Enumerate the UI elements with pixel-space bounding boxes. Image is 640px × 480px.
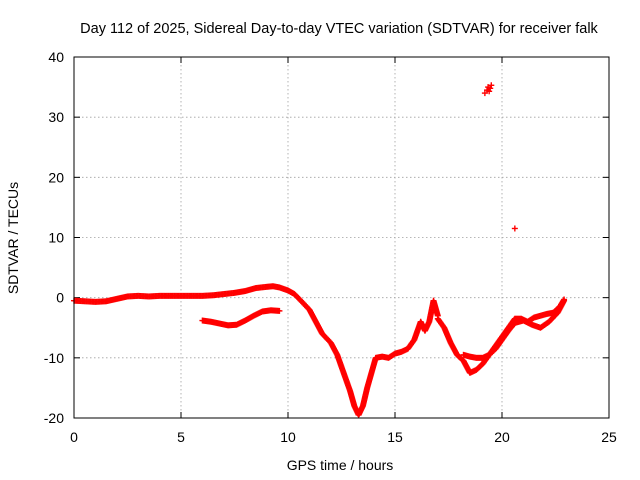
data-point — [488, 82, 495, 89]
y-tick-label: 0 — [56, 290, 64, 306]
axis-ticks: 0 5 10 15 20 25 -20 -10 0 10 20 30 40 — [44, 49, 617, 445]
y-tick-label: 30 — [48, 109, 64, 125]
data-point — [486, 88, 493, 95]
y-tick-label: -20 — [44, 410, 64, 426]
y-axis-label: SDTVAR / TECUs — [5, 182, 21, 294]
data-point — [276, 307, 283, 314]
data-point — [481, 90, 488, 97]
y-tick-label: 40 — [48, 49, 64, 65]
x-tick-label: 15 — [387, 429, 403, 445]
y-tick-label: 20 — [48, 169, 64, 185]
x-tick-label: 20 — [494, 429, 510, 445]
x-tick-label: 5 — [177, 429, 185, 445]
data-point — [561, 297, 568, 304]
plot-frame — [73, 56, 610, 419]
data-point — [511, 225, 518, 232]
x-axis-label: GPS time / hours — [287, 457, 394, 473]
chart-title: Day 112 of 2025, Sidereal Day-to-day VTE… — [80, 21, 598, 37]
x-tick-label: 0 — [70, 429, 78, 445]
y-tick-label: -10 — [44, 350, 64, 366]
x-tick-label: 10 — [280, 429, 296, 445]
plot-points — [71, 82, 568, 418]
data-point — [487, 85, 494, 92]
x-tick-label: 25 — [601, 429, 617, 445]
y-tick-label: 10 — [48, 230, 64, 246]
